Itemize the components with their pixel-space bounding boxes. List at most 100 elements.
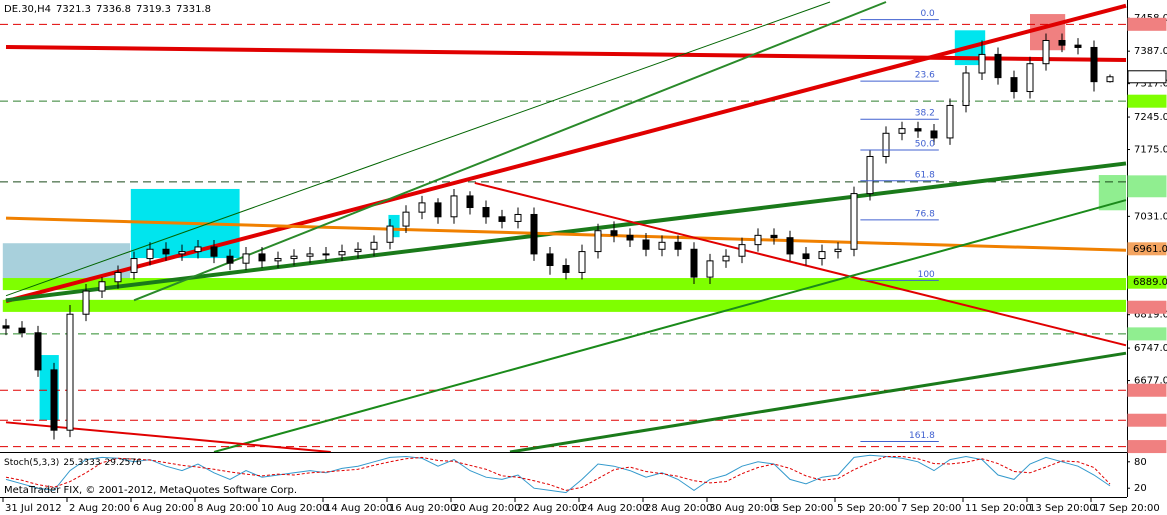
price-marker [1127, 242, 1167, 256]
y-tick-label: 6819.0 [1134, 310, 1167, 321]
candle-body [130, 258, 138, 273]
zone [2, 299, 1126, 312]
candle-body [1042, 40, 1050, 65]
x-tick-label: 30 Aug 20:00 [709, 503, 776, 514]
fib-label: 0.0 [920, 9, 935, 19]
candle-body [690, 248, 698, 278]
price-marker [1127, 17, 1167, 31]
candle-body [626, 234, 634, 241]
candle-body [274, 258, 282, 262]
candle-body [450, 195, 458, 218]
fib-label: 100 [918, 270, 935, 280]
ohlc-value: 7331.8 [176, 4, 211, 15]
y-tick-label: 7175.0 [1134, 145, 1167, 156]
candle-body [338, 251, 346, 256]
zone [2, 278, 1126, 291]
stoch-value: 29.2576 [105, 458, 142, 468]
x-tick-label: 22 Aug 20:00 [517, 503, 584, 514]
candle-body [34, 332, 42, 371]
candle-body [370, 241, 378, 250]
fib-label: 50.0 [915, 139, 935, 149]
symbol: DE.30,H4 [4, 4, 51, 15]
ohlc-value: 7319.3 [136, 4, 171, 15]
x-tick-label: 17 Sep 20:00 [1093, 503, 1160, 514]
candle-body [946, 104, 954, 139]
candle-body [1090, 46, 1098, 83]
stoch-line [5, 454, 1111, 494]
candle-body [562, 265, 570, 273]
candle-body [402, 211, 410, 227]
candle-body [722, 255, 730, 262]
x-tick-label: 14 Aug 20:00 [325, 503, 392, 514]
x-tick-label: 20 Aug 20:00 [453, 503, 520, 514]
x-tick-label: 7 Sep 20:00 [901, 503, 961, 514]
candle-body [194, 246, 202, 253]
candle-body [418, 202, 426, 213]
x-tick-label: 11 Sep 20:00 [965, 503, 1032, 514]
candle-body [610, 230, 618, 236]
candle-body [754, 234, 762, 246]
trendline [509, 351, 1127, 452]
x-tick-label: 10 Aug 20:00 [261, 503, 328, 514]
candle-body [850, 193, 858, 250]
trendline [133, 1, 887, 302]
candle-body [354, 248, 362, 253]
candle-body [658, 241, 666, 250]
candle-body [290, 255, 298, 260]
x-tick-label: 6 Aug 20:00 [133, 503, 194, 514]
candle-body [802, 253, 810, 260]
zone [388, 214, 400, 238]
price-marker [1127, 184, 1167, 198]
candle-body [322, 253, 330, 256]
candle-body [882, 132, 890, 157]
candle-body [210, 246, 218, 257]
candle-body [482, 207, 490, 218]
candle-body [98, 281, 106, 292]
candle-body [1106, 76, 1114, 83]
price-marker [1127, 413, 1167, 427]
price-marker [1127, 70, 1167, 84]
y-tick-label: 7317.0 [1134, 79, 1167, 90]
y-tick-label: 6677.0 [1134, 376, 1167, 387]
candle-body [914, 128, 922, 132]
candle-body [1058, 40, 1066, 46]
candle-body [866, 155, 874, 195]
trendline [5, 1, 831, 297]
y-tick-label: 7245.0 [1134, 112, 1167, 123]
candle-body [930, 130, 938, 139]
candle-body [258, 253, 266, 262]
trendline [5, 45, 1127, 62]
y-tick-label: 7387.0 [1134, 46, 1167, 57]
candle-body [530, 213, 538, 255]
candle-body [578, 251, 586, 273]
stoch-value: 25.3333 [63, 458, 100, 468]
candle-body [834, 248, 842, 253]
price-marker [1127, 327, 1167, 341]
candle-body [162, 248, 170, 255]
candle-body [786, 237, 794, 255]
candle-body [226, 255, 234, 264]
candle-body [434, 202, 442, 218]
price-marker [1127, 94, 1167, 108]
candle-body [306, 253, 314, 257]
plot-area [0, 1, 1127, 452]
x-tick-label: 28 Aug 20:00 [645, 503, 712, 514]
candle-body [770, 234, 778, 239]
x-tick-label: 8 Aug 20:00 [197, 503, 258, 514]
y-tick-label: 80 [1134, 457, 1147, 468]
price-marker [1127, 275, 1167, 289]
price-marker [1127, 300, 1167, 314]
y-tick-label: 7031.0 [1134, 211, 1167, 222]
x-tick-label: 31 Jul 2012 [5, 503, 62, 514]
x-tick-label: 2 Aug 20:00 [69, 503, 130, 514]
stoch-name: Stoch(5,3,3) [4, 458, 59, 468]
candle-body [178, 251, 186, 255]
fib-label: 38.2 [915, 109, 935, 119]
candle-body [818, 251, 826, 260]
y-tick-label: 6747.0 [1134, 343, 1167, 354]
copyright: MetaTrader FIX, © 2001-2012, MetaQuotes … [4, 485, 297, 496]
candle-body [962, 72, 970, 106]
trendline [474, 181, 1127, 347]
candle-body [514, 213, 522, 222]
candle-body [498, 216, 506, 222]
